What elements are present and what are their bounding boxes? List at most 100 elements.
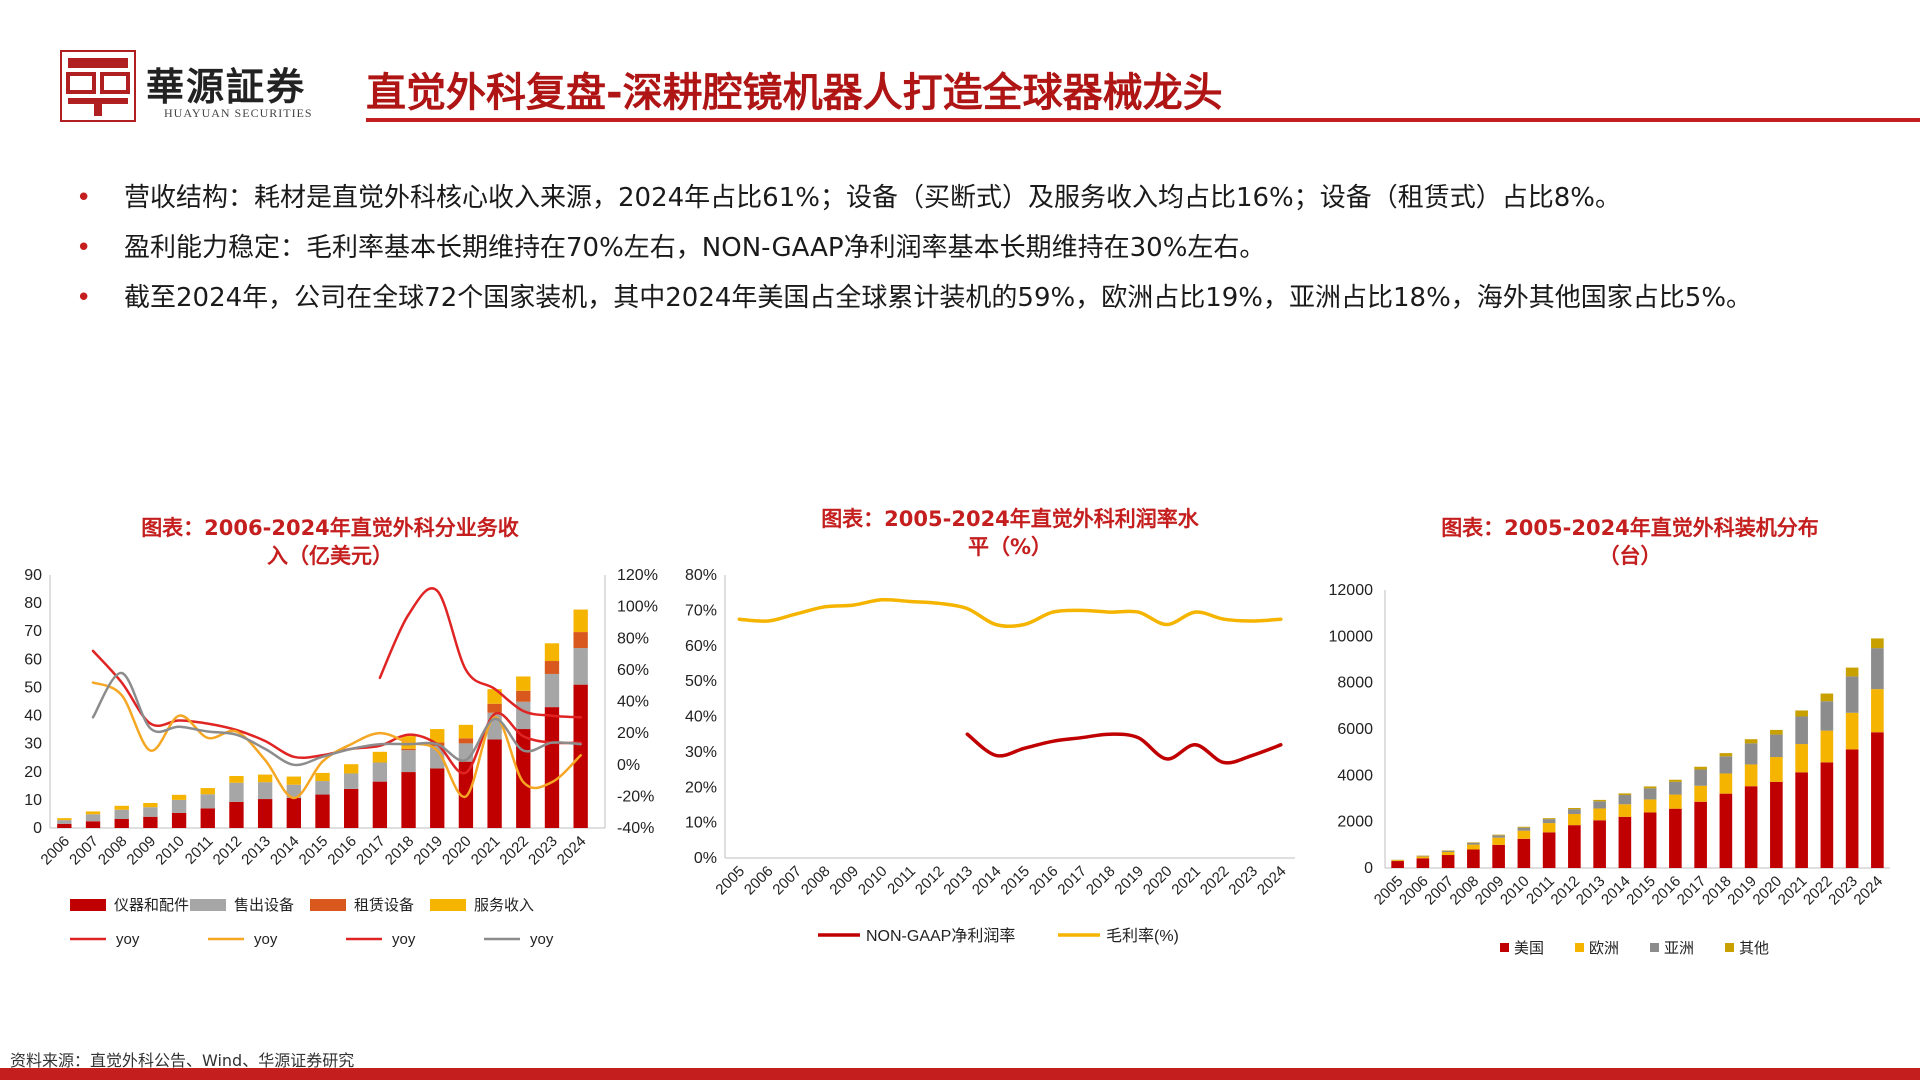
bar-other xyxy=(1719,753,1733,757)
legend-instruments-swatch xyxy=(70,899,106,911)
bar-system-leased xyxy=(487,703,502,713)
bar-system-leased xyxy=(573,632,588,649)
bar-system-sold xyxy=(401,750,416,773)
legend-asia: 亚洲 xyxy=(1664,940,1694,957)
bar-asia xyxy=(1669,781,1682,795)
x-tick-label: 2024 xyxy=(554,833,590,869)
bar-other xyxy=(1593,799,1606,802)
bar-europe xyxy=(1744,764,1758,787)
bar-service xyxy=(57,818,72,821)
x-tick-label: 2010 xyxy=(152,833,188,869)
bar-asia xyxy=(1542,819,1556,824)
bar-us xyxy=(1391,861,1404,868)
x-tick-label: 2024 xyxy=(1851,873,1887,909)
y-tick-label: 10% xyxy=(685,815,717,832)
bar-us xyxy=(1795,772,1808,868)
bar-europe xyxy=(1719,773,1733,794)
bar-other xyxy=(1744,739,1758,744)
bar-us xyxy=(1492,844,1505,868)
bar-us xyxy=(1669,808,1682,868)
bar-instruments xyxy=(344,788,359,828)
bar-service xyxy=(200,788,215,795)
bar-system-sold xyxy=(286,784,301,798)
bar-asia xyxy=(1719,756,1733,774)
y-tick-label: 30 xyxy=(24,736,42,753)
x-tick-label: 2021 xyxy=(468,833,504,869)
bar-asia xyxy=(1871,648,1884,690)
bar-system-sold xyxy=(57,820,72,824)
bar-system-sold xyxy=(544,673,560,708)
bar-system-sold xyxy=(516,701,531,730)
legend-yoy-1: yoy xyxy=(116,931,140,948)
bar-system-leased xyxy=(458,738,474,744)
bar-instruments xyxy=(286,797,301,828)
bar-europe xyxy=(1845,712,1859,750)
x-tick-label: 2022 xyxy=(1197,863,1233,899)
x-tick-label: 2014 xyxy=(267,833,303,869)
legend-service-swatch xyxy=(430,899,466,911)
margin-chart-title-line2: 平（%） xyxy=(967,535,1053,559)
x-tick-label: 2015 xyxy=(997,863,1033,899)
bar-europe xyxy=(1593,808,1606,821)
bar-system-leased xyxy=(544,661,560,674)
y-tick-label: 70 xyxy=(24,623,42,640)
bar-system-sold xyxy=(114,809,129,820)
margin-chart-title-line1: 图表：2005-2024年直觉外科利润率水 xyxy=(821,507,1199,531)
bar-system-sold xyxy=(344,773,359,789)
bar-service xyxy=(143,802,158,808)
x-tick-label: 2008 xyxy=(95,833,131,869)
bar-system-sold xyxy=(372,762,388,782)
bar-system-sold xyxy=(430,745,445,769)
x-tick-label: 2013 xyxy=(940,863,976,899)
bar-europe xyxy=(1492,837,1505,845)
bar-asia xyxy=(1441,850,1455,853)
bar-us xyxy=(1820,762,1834,868)
bar-instruments xyxy=(57,823,72,828)
x-tick-label: 2011 xyxy=(182,833,217,868)
bar-europe xyxy=(1643,799,1657,813)
x-tick-label: 2023 xyxy=(1225,863,1261,899)
bar-asia xyxy=(1694,769,1707,786)
y-tick-label: 80 xyxy=(24,595,42,612)
bar-us xyxy=(1719,793,1733,868)
bar-asia xyxy=(1744,743,1758,765)
y-tick-label: 8000 xyxy=(1337,675,1373,692)
bar-europe xyxy=(1618,804,1632,817)
bar-service xyxy=(544,643,560,662)
y-tick-label: 0 xyxy=(1364,860,1373,877)
x-tick-label: 2009 xyxy=(826,863,862,899)
x-tick-label: 2010 xyxy=(855,863,891,899)
x-tick-label: 2018 xyxy=(1083,863,1119,899)
x-tick-label: 2017 xyxy=(1054,863,1090,899)
bar-service xyxy=(516,676,531,691)
bar-us xyxy=(1568,825,1581,868)
legend-other-swatch xyxy=(1725,943,1734,952)
y2-tick-label: 80% xyxy=(617,630,649,647)
x-tick-label: 2012 xyxy=(210,833,246,869)
y2-tick-label: -40% xyxy=(617,820,654,837)
bar-other xyxy=(1820,693,1834,702)
y-tick-label: 0% xyxy=(694,850,717,867)
bullet-profitability: 盈利能力稳定：毛利率基本长期维持在70%左右，NON-GAAP净利润率基本长期维… xyxy=(70,223,1840,273)
bar-europe xyxy=(1820,730,1834,763)
bar-instruments xyxy=(487,739,502,828)
bar-system-leased xyxy=(401,748,416,751)
title-divider xyxy=(366,118,1920,122)
legend-other: 其他 xyxy=(1739,940,1769,957)
margin-chart-title: 图表：2005-2024年直觉外科利润率水 平（%） xyxy=(780,505,1240,561)
bar-europe xyxy=(1795,744,1808,773)
x-tick-label: 2005 xyxy=(712,863,748,899)
y-tick-label: 80% xyxy=(685,567,717,584)
installed-chart-title: 图表：2005-2024年直觉外科装机分布 （台） xyxy=(1400,514,1860,570)
bar-service xyxy=(114,805,129,810)
bar-us xyxy=(1618,816,1632,868)
y2-tick-label: -20% xyxy=(617,788,654,805)
bar-system-sold xyxy=(257,782,273,800)
y-tick-label: 60% xyxy=(685,638,717,655)
x-tick-label: 2020 xyxy=(439,833,475,869)
bar-asia xyxy=(1416,855,1430,857)
y2-tick-label: 100% xyxy=(617,599,658,616)
y-tick-label: 12000 xyxy=(1329,582,1374,599)
margin-chart: 0%10%20%30%40%50%60%70%80%20052006200720… xyxy=(685,567,1295,945)
bar-asia xyxy=(1467,842,1480,845)
